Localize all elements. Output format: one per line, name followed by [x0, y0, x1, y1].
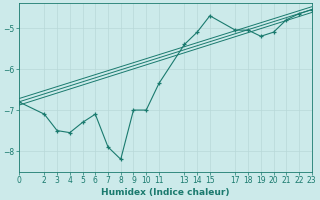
X-axis label: Humidex (Indice chaleur): Humidex (Indice chaleur): [101, 188, 229, 197]
